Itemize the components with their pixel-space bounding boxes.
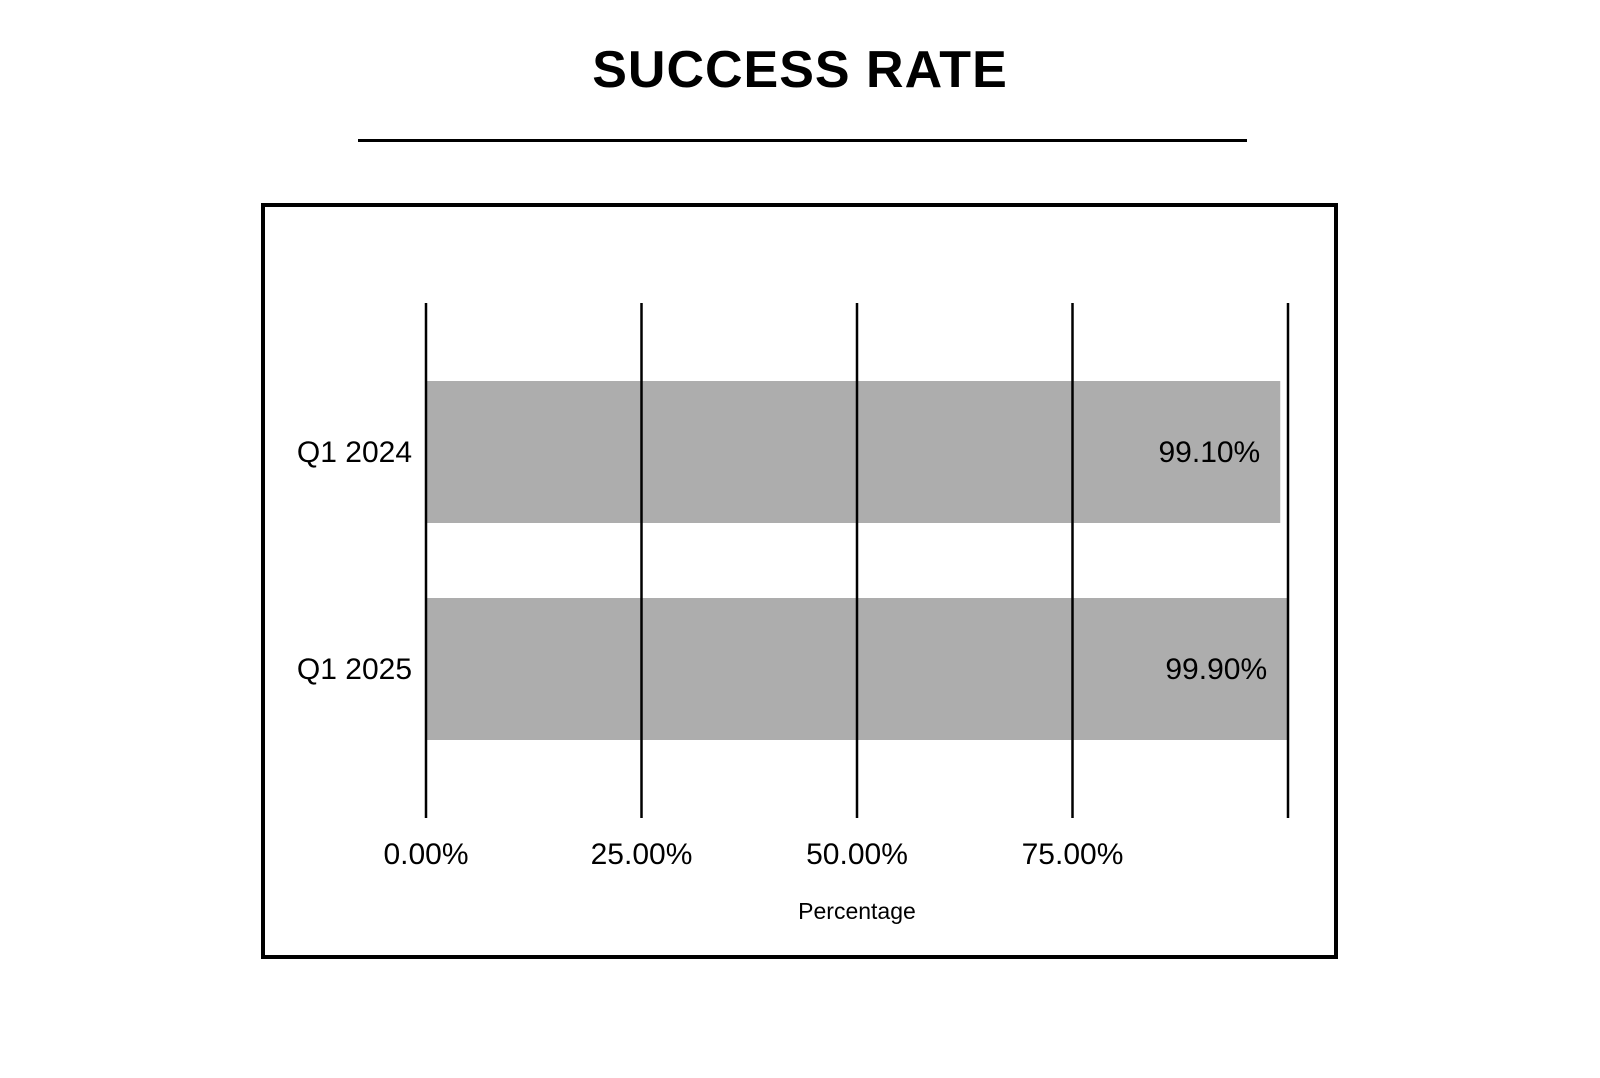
category-labels-layer: Q1 2024 Q1 2025 bbox=[297, 436, 412, 686]
x-tick-label: 0.00% bbox=[383, 838, 468, 871]
gridlines-layer bbox=[424, 303, 1290, 818]
x-tick-label: 50.00% bbox=[806, 838, 908, 871]
chart-frame bbox=[261, 203, 1338, 959]
value-label: 99.90% bbox=[1165, 653, 1267, 686]
x-axis-title: Percentage bbox=[798, 898, 916, 924]
bar-q1-2024 bbox=[426, 381, 1281, 523]
category-label: Q1 2025 bbox=[297, 653, 412, 686]
value-label: 99.10% bbox=[1158, 436, 1260, 469]
x-tick-label: 75.00% bbox=[1022, 838, 1124, 871]
value-labels-layer: 99.10% 99.90% bbox=[1158, 436, 1267, 686]
x-tick-label: 25.00% bbox=[591, 838, 693, 871]
title-underline bbox=[358, 139, 1247, 142]
tick-labels-layer: 0.00% 25.00% 50.00% 75.00% bbox=[383, 838, 1123, 871]
chart-title: SUCCESS RATE bbox=[592, 41, 1008, 99]
category-label: Q1 2024 bbox=[297, 436, 412, 469]
